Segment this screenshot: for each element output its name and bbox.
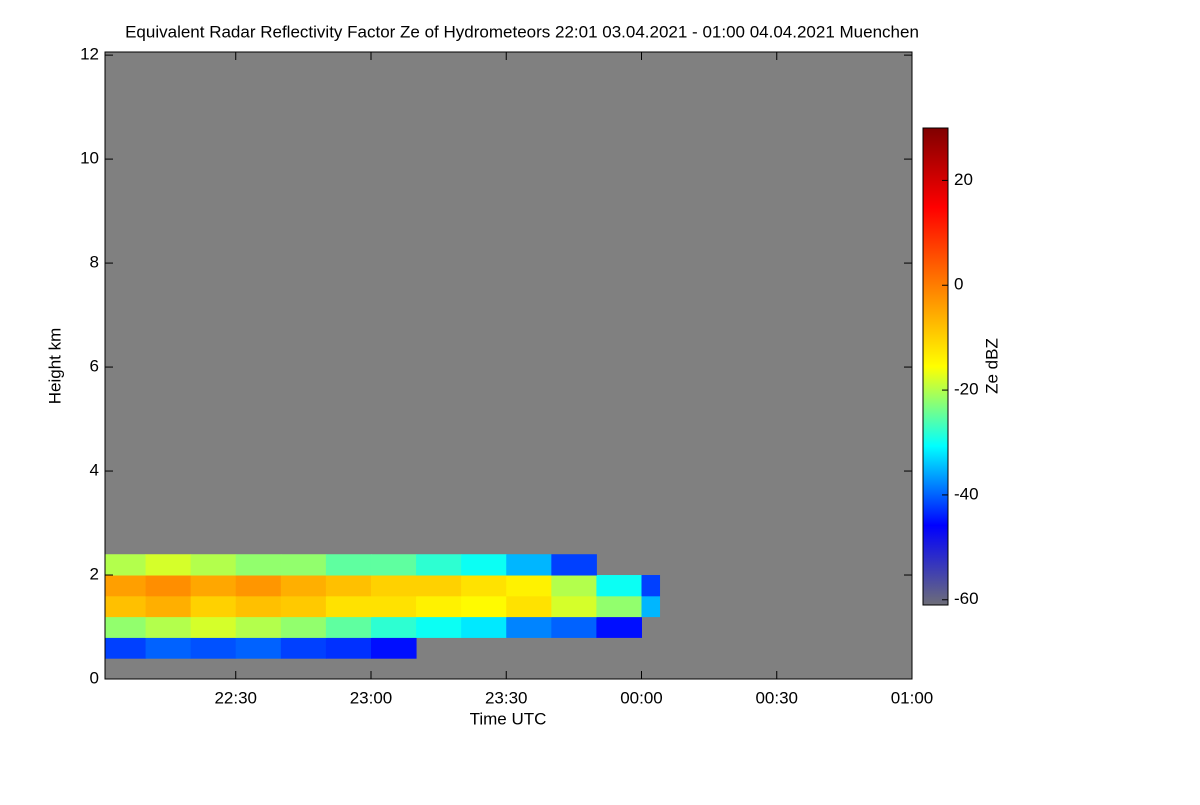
- x-tick-label: 23:00: [350, 688, 393, 707]
- heatmap-cell: [145, 637, 192, 659]
- heatmap-cell: [235, 575, 282, 597]
- heatmap-cell: [105, 554, 147, 576]
- y-tick-label: 0: [90, 668, 99, 687]
- heatmap-cell: [370, 637, 417, 659]
- colorbar-tick-label: -60: [954, 589, 979, 608]
- y-tick-label: 10: [80, 149, 99, 168]
- y-axis-label: Height km: [45, 328, 64, 405]
- heatmap-cell: [280, 554, 327, 576]
- x-tick-label: 23:30: [485, 688, 528, 707]
- heatmap-cell: [190, 595, 237, 618]
- x-axis-label: Time UTC: [470, 709, 547, 728]
- heatmap-cell: [370, 595, 417, 618]
- heatmap-cell: [370, 616, 417, 638]
- heatmap-cell: [190, 554, 237, 576]
- heatmap-cell: [551, 616, 597, 638]
- heatmap-cell: [235, 595, 282, 618]
- heatmap-cell: [280, 637, 327, 659]
- x-tick-label: 22:30: [214, 688, 257, 707]
- heatmap-cell: [551, 595, 597, 618]
- heatmap-cell: [506, 595, 552, 618]
- heatmap-cell: [235, 616, 282, 638]
- heatmap-cell: [370, 575, 417, 597]
- heatmap-cell: [145, 595, 192, 618]
- colorbar: [922, 127, 949, 606]
- heatmap-cell: [145, 616, 192, 638]
- heatmap-cell: [105, 595, 147, 618]
- heatmap-cell: [105, 616, 147, 638]
- heatmap-cell: [551, 554, 597, 576]
- heatmap-cell: [105, 637, 147, 659]
- heatmap-cell: [190, 637, 237, 659]
- heatmap-cell: [461, 554, 507, 576]
- heatmap-cell: [280, 616, 327, 638]
- heatmap-cell: [506, 616, 552, 638]
- heatmap-cell: [461, 616, 507, 638]
- heatmap-cell: [105, 575, 147, 597]
- plot-frame: [104, 51, 913, 680]
- heatmap-cell: [190, 575, 237, 597]
- colorbar-tick-label: -40: [954, 484, 979, 503]
- heatmap-cell: [551, 575, 597, 597]
- heatmap-cell: [641, 575, 661, 597]
- x-tick-label: 00:00: [620, 688, 663, 707]
- heatmap-cell: [325, 616, 372, 638]
- y-tick-label: 8: [90, 253, 99, 272]
- heatmap-cell: [325, 554, 372, 576]
- heatmap-cell: [416, 575, 462, 597]
- heatmap-cell: [370, 554, 417, 576]
- heatmap-cell: [145, 575, 192, 597]
- heatmap-cell: [325, 595, 372, 618]
- x-tick-label: 01:00: [891, 688, 934, 707]
- heatmap-cell: [641, 595, 661, 618]
- y-tick-label: 12: [80, 45, 99, 64]
- heatmap-cell: [325, 575, 372, 597]
- colorbar-tick-label: 0: [954, 275, 963, 294]
- heatmap-cell: [506, 554, 552, 576]
- heatmap-cell: [235, 637, 282, 659]
- colorbar-tick-label: -20: [954, 380, 979, 399]
- colorbar-label: Ze dBZ: [982, 338, 1001, 394]
- heatmap-cell: [596, 595, 642, 618]
- heatmap-cell: [461, 595, 507, 618]
- heatmap-cell: [190, 616, 237, 638]
- colorbar-tick-label: 20: [954, 170, 973, 189]
- heatmap-cell: [280, 575, 327, 597]
- chart-title: Equivalent Radar Reflectivity Factor Ze …: [125, 22, 919, 41]
- heatmap-cell: [596, 575, 642, 597]
- heatmap-cell: [461, 575, 507, 597]
- heatmap-cell: [280, 595, 327, 618]
- heatmap-cell: [596, 616, 642, 638]
- y-tick-label: 4: [90, 461, 99, 480]
- heatmap-cell: [325, 637, 372, 659]
- x-tick-label: 00:30: [755, 688, 798, 707]
- heatmap-cell: [235, 554, 282, 576]
- y-tick-label: 2: [90, 565, 99, 584]
- heatmap-cell: [416, 554, 462, 576]
- y-tick-label: 6: [90, 357, 99, 376]
- heatmap-cell: [145, 554, 192, 576]
- heatmap-cell: [416, 595, 462, 618]
- heatmap-cell: [416, 616, 462, 638]
- heatmap-cell: [506, 575, 552, 597]
